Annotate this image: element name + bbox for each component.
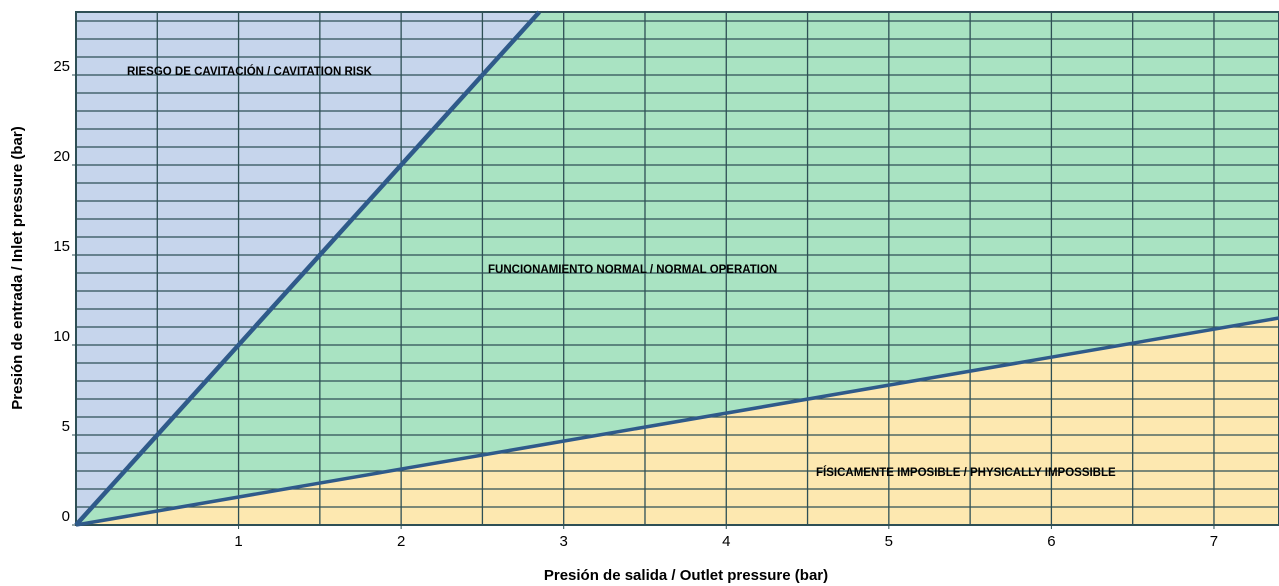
x-tick-label: 3 <box>560 533 568 550</box>
labels: RIESGO DE CAVITACIÓN / CAVITATION RISK F… <box>9 65 1116 584</box>
region-label: FÍSICAMENTE IMPOSIBLE / PHYSICALLY IMPOS… <box>816 466 1116 479</box>
y-tick-label: 0 <box>62 508 70 525</box>
region <box>76 12 1279 525</box>
y-axis-label: Presión de entrada / Inlet pressure (bar… <box>9 126 26 409</box>
y-tick-label: 20 <box>53 148 70 165</box>
grid <box>72 11 1279 529</box>
x-tick-label: 4 <box>722 533 730 550</box>
y-tick-label: 25 <box>53 58 70 75</box>
y-tick-label: 15 <box>53 238 70 255</box>
region-label: RIESGO DE CAVITACIÓN / CAVITATION RISK <box>127 65 373 78</box>
region-label: FUNCIONAMIENTO NORMAL / NORMAL OPERATION <box>488 264 777 276</box>
boundary-lines <box>74 10 1279 527</box>
x-tick-label: 1 <box>234 533 242 550</box>
y-tick-label: 10 <box>53 328 70 345</box>
x-tick-label: 7 <box>1210 533 1218 550</box>
x-tick-label: 2 <box>397 533 405 550</box>
plot-frame <box>75 11 1279 526</box>
x-tick-label: 6 <box>1047 533 1055 550</box>
x-tick-label: 5 <box>885 533 893 550</box>
x-axis-label: Presión de salida / Outlet pressure (bar… <box>544 567 828 584</box>
boundary-line <box>74 10 541 527</box>
y-tick-label: 5 <box>62 418 70 435</box>
boundary-line <box>75 316 1279 527</box>
